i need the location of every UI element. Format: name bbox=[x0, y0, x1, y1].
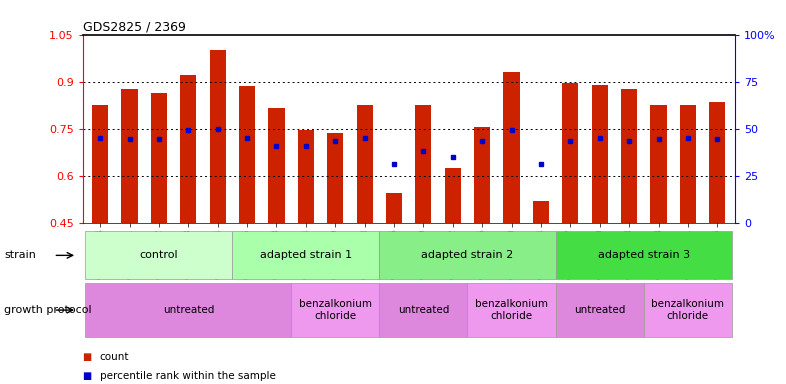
Bar bbox=[380, 283, 468, 337]
Text: untreated: untreated bbox=[574, 305, 626, 315]
Bar bbox=[298, 130, 314, 223]
Bar bbox=[233, 232, 380, 279]
Text: count: count bbox=[100, 352, 130, 362]
Text: ■: ■ bbox=[83, 352, 92, 362]
Bar bbox=[92, 105, 108, 223]
Bar bbox=[86, 283, 291, 337]
Text: benzalkonium
chloride: benzalkonium chloride bbox=[299, 299, 372, 321]
Bar bbox=[445, 168, 461, 223]
Bar bbox=[122, 89, 138, 223]
Bar bbox=[562, 83, 578, 223]
Text: adapted strain 2: adapted strain 2 bbox=[421, 250, 513, 260]
Text: adapted strain 3: adapted strain 3 bbox=[597, 250, 690, 260]
Bar bbox=[556, 283, 644, 337]
Bar bbox=[556, 232, 732, 279]
Bar bbox=[291, 283, 380, 337]
Bar bbox=[86, 232, 233, 279]
Text: untreated: untreated bbox=[163, 305, 214, 315]
Text: adapted strain 1: adapted strain 1 bbox=[260, 250, 352, 260]
Bar bbox=[592, 85, 608, 223]
Bar bbox=[651, 105, 667, 223]
Bar bbox=[327, 133, 343, 223]
Text: percentile rank within the sample: percentile rank within the sample bbox=[100, 371, 276, 381]
Text: benzalkonium
chloride: benzalkonium chloride bbox=[475, 299, 548, 321]
Text: benzalkonium
chloride: benzalkonium chloride bbox=[652, 299, 725, 321]
Bar bbox=[474, 127, 490, 223]
Text: ■: ■ bbox=[83, 371, 92, 381]
Text: untreated: untreated bbox=[398, 305, 449, 315]
Text: growth protocol: growth protocol bbox=[4, 305, 91, 315]
Bar bbox=[357, 105, 373, 223]
Bar bbox=[680, 105, 696, 223]
Bar bbox=[210, 50, 226, 223]
Bar bbox=[268, 108, 285, 223]
Bar bbox=[644, 283, 732, 337]
Bar bbox=[180, 75, 196, 223]
Text: control: control bbox=[140, 250, 178, 260]
Bar bbox=[239, 86, 255, 223]
Bar bbox=[151, 93, 167, 223]
Bar bbox=[621, 89, 637, 223]
Bar bbox=[709, 102, 725, 223]
Bar bbox=[533, 201, 549, 223]
Bar bbox=[415, 105, 432, 223]
Text: GDS2825 / 2369: GDS2825 / 2369 bbox=[83, 20, 185, 33]
Bar bbox=[504, 72, 520, 223]
Bar bbox=[468, 283, 556, 337]
Bar bbox=[386, 193, 402, 223]
Text: strain: strain bbox=[4, 250, 36, 260]
Bar bbox=[380, 232, 556, 279]
